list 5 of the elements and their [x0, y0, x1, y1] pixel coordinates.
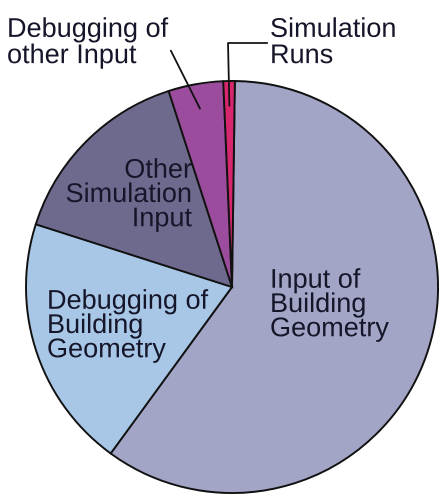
slice-label: Debugging of other Input [8, 17, 168, 69]
slice-label: Debugging of Building Geometry [48, 289, 208, 363]
slice-label: Other Simulation Input [66, 158, 192, 232]
slice-label: Simulation Runs [271, 17, 395, 64]
slice-label: Input of Building Geometry [271, 268, 389, 342]
